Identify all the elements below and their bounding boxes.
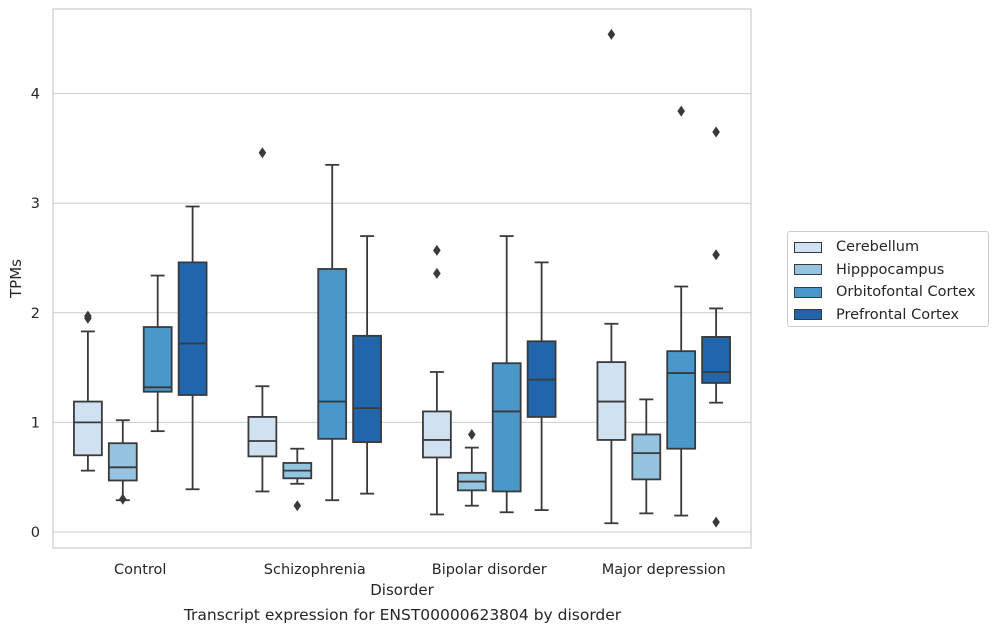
x-tick-label: Major depression [602, 562, 726, 578]
legend-swatch [794, 241, 822, 253]
legend-swatch [794, 309, 822, 321]
outlier-point [607, 28, 616, 40]
box [247, 416, 278, 458]
x-tick-label: Control [114, 562, 166, 578]
y-tick-label: 1 [31, 415, 40, 431]
box [491, 362, 522, 493]
legend-item: Cerebellum [794, 236, 988, 259]
box [422, 410, 452, 459]
box [631, 433, 662, 481]
box [666, 350, 697, 450]
legend-item: Prefrontal Cortex [794, 304, 988, 327]
box [177, 261, 208, 396]
outlier-point [433, 244, 441, 256]
box [142, 326, 173, 393]
x-tick-label: Schizophrenia [264, 562, 366, 578]
plot-frame [52, 8, 752, 549]
y-tick-label: 2 [31, 306, 40, 322]
outlier-point [468, 428, 476, 440]
box [73, 400, 103, 457]
y-axis-label: TPMs [7, 259, 25, 299]
y-tick-label: 4 [31, 87, 40, 103]
outlier-point [293, 500, 302, 512]
y-tick-label: 0 [31, 525, 40, 541]
x-tick-label: Bipolar disorder [432, 562, 547, 578]
legend-swatch [794, 264, 822, 276]
outlier-point [84, 310, 92, 322]
legend: Cerebellum Hipppocampus Orbitofontal Corte… [787, 231, 989, 327]
outlier-point [712, 249, 720, 261]
figure-caption: Transcript expression for ENST0000062380… [183, 606, 622, 624]
outlier-point [119, 493, 127, 505]
legend-label: Orbitofontal Cortex [836, 284, 976, 301]
legend-label: Hipppocampus [836, 261, 945, 278]
box [701, 336, 731, 384]
box [317, 268, 348, 440]
outlier-point [712, 126, 720, 138]
legend-item: Orbitofontal Cortex [794, 281, 988, 304]
legend-label: Prefrontal Cortex [836, 306, 959, 323]
legend-item: Hipppocampus [794, 259, 988, 282]
box [107, 442, 138, 482]
outlier-point [712, 516, 720, 528]
legend-label: Cerebellum [836, 239, 920, 256]
legend-swatch [794, 286, 822, 298]
outlier-point [433, 267, 441, 279]
outlier-point [677, 105, 685, 117]
y-tick-label: 3 [31, 196, 40, 212]
box [352, 334, 382, 444]
x-axis-label: Disorder [370, 581, 434, 599]
outlier-point [258, 147, 267, 159]
